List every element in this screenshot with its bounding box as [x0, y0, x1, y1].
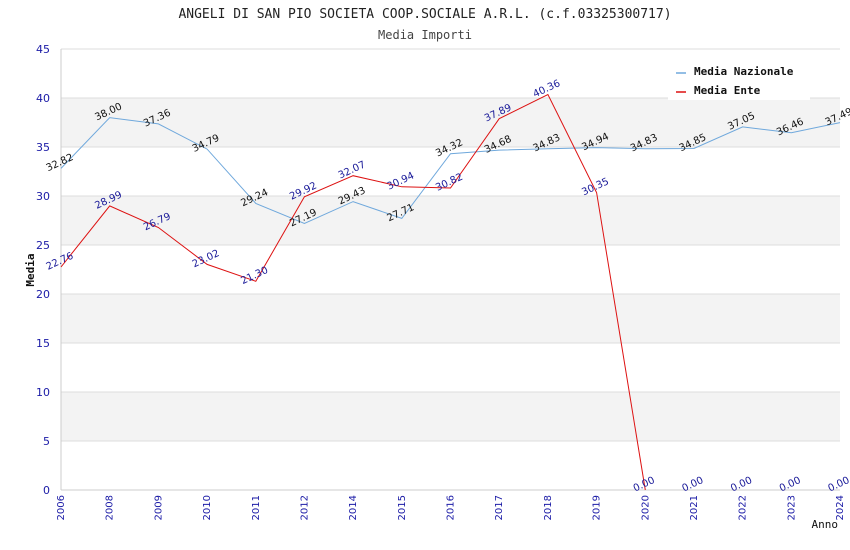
y-tick-label: 25: [36, 239, 50, 252]
data-label-media-ente: 30.82: [434, 172, 465, 194]
y-tick-label: 45: [36, 43, 50, 56]
data-label-media-ente: 0.00: [729, 475, 754, 494]
x-tick-labels: 2006 2008 2009 2010 2011 2012 2014 2015 2016 2017…: [56, 495, 846, 520]
data-label-media-ente: 40.36: [532, 78, 563, 100]
x-tick-label: 2023: [786, 495, 797, 520]
data-label-media-ente: 22.76: [45, 251, 76, 273]
x-tick-label: 2012: [299, 495, 310, 520]
grid-band: [61, 294, 840, 343]
x-tick-label: 2016: [446, 495, 457, 520]
series-line-media-ente: [60, 93, 646, 491]
y-tick-label: 20: [36, 288, 50, 301]
x-tick-label: 2006: [56, 495, 67, 520]
data-label-media-ente: 30.94: [385, 170, 416, 192]
x-tick-label: 2022: [738, 495, 749, 520]
y-tick-label: 35: [36, 141, 50, 154]
y-tick-label: 15: [36, 337, 50, 350]
data-label-media-ente: 21.30: [239, 265, 270, 287]
data-label-media-ente: 0.00: [778, 475, 803, 494]
grid-band: [61, 98, 840, 147]
x-tick-label: 2009: [153, 495, 164, 520]
data-label-media-ente: 30.35: [580, 176, 611, 198]
data-label-media-ente: 0.00: [680, 475, 705, 494]
x-tick-label: 2021: [689, 495, 700, 520]
y-tick-label: 0: [43, 484, 50, 497]
x-tick-label: 2011: [251, 495, 262, 520]
grid-band: [61, 392, 840, 441]
legend: Media Nazionale Media Ente: [668, 60, 810, 100]
x-tick-label: 2019: [592, 495, 603, 520]
chart-subtitle: Media Importi: [378, 28, 472, 42]
data-label-media-ente: 0.00: [827, 475, 850, 494]
grid-band: [61, 196, 840, 245]
y-tick-label: 5: [43, 435, 50, 448]
data-label-media-ente: 0.00: [632, 475, 657, 494]
x-tick-label: 2015: [397, 495, 408, 520]
x-tick-label: 2010: [202, 495, 213, 520]
series-line-media-nazionale: [60, 117, 841, 225]
x-tick-label: 2020: [640, 495, 651, 520]
grid-bands: [61, 98, 840, 441]
legend-label-media-nazionale: Media Nazionale: [694, 65, 794, 78]
y-tick-label: 30: [36, 190, 50, 203]
y-tick-label: 10: [36, 386, 50, 399]
series-lines: [60, 93, 841, 491]
y-axis-label: Media: [24, 253, 37, 286]
data-label-media-nazionale: 32.82: [45, 152, 76, 174]
x-axis-label: Anno: [812, 518, 839, 531]
x-tick-label: 2008: [105, 495, 116, 520]
x-tick-label: 2017: [494, 495, 505, 520]
x-tick-label: 2014: [348, 495, 359, 520]
x-tick-label: 2024: [835, 495, 846, 520]
x-tick-label: 2018: [543, 495, 554, 520]
axes: [60, 49, 840, 491]
legend-label-media-ente: Media Ente: [694, 84, 761, 97]
y-tick-label: 40: [36, 92, 50, 105]
chart-title: ANGELI DI SAN PIO SOCIETA COOP.SOCIALE A…: [178, 7, 671, 22]
legend-box: [668, 60, 810, 100]
y-tick-labels: 0 5 10 15 20 25 30 35 40 45: [36, 43, 50, 497]
data-label-media-ente: 23.02: [191, 248, 222, 270]
